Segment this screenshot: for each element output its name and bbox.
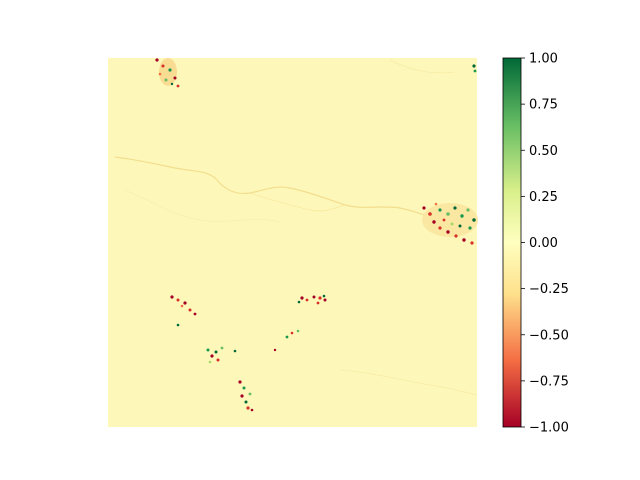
patch-top-left [155, 58, 180, 88]
patch-mid-center [297, 294, 327, 305]
colorbar-tick-label: −0.25 [529, 282, 569, 297]
colorbar: 1.00 0.75 0.50 0.25 0.00 −0.25 −0.50 −0.75 −1.00 [502, 52, 569, 436]
patch-top-right [472, 64, 477, 73]
colorbar-tick-label: −1.00 [529, 421, 569, 436]
colorbar-gradient [502, 57, 522, 428]
patch-bottom [238, 380, 254, 412]
texture-line [339, 369, 478, 396]
colorbar-tick-label: 0.00 [529, 236, 558, 251]
river-branch [249, 192, 346, 212]
colorbar-tick-label: 0.25 [529, 190, 558, 205]
colorbar-tick-label: 0.50 [529, 144, 558, 159]
colorbar-tick-label: −0.75 [529, 374, 569, 389]
heatmap-background [108, 58, 477, 427]
colorbar-tick-label: −0.50 [529, 328, 569, 343]
patch-small-center [273, 329, 300, 352]
heatmap-image [108, 58, 478, 427]
patch-lower-left [206, 346, 237, 364]
patch-right-edge [422, 202, 478, 245]
colorbar-tick-label: 1.00 [529, 52, 558, 67]
colorbar-tick-label: 0.75 [529, 98, 558, 113]
river-trace [114, 156, 426, 216]
colorbar-ticks: 1.00 0.75 0.50 0.25 0.00 −0.25 −0.50 −0.75 −1.00 [521, 52, 569, 436]
texture-line [124, 189, 281, 223]
patch-mid-left [170, 295, 197, 327]
texture-line [389, 59, 456, 74]
